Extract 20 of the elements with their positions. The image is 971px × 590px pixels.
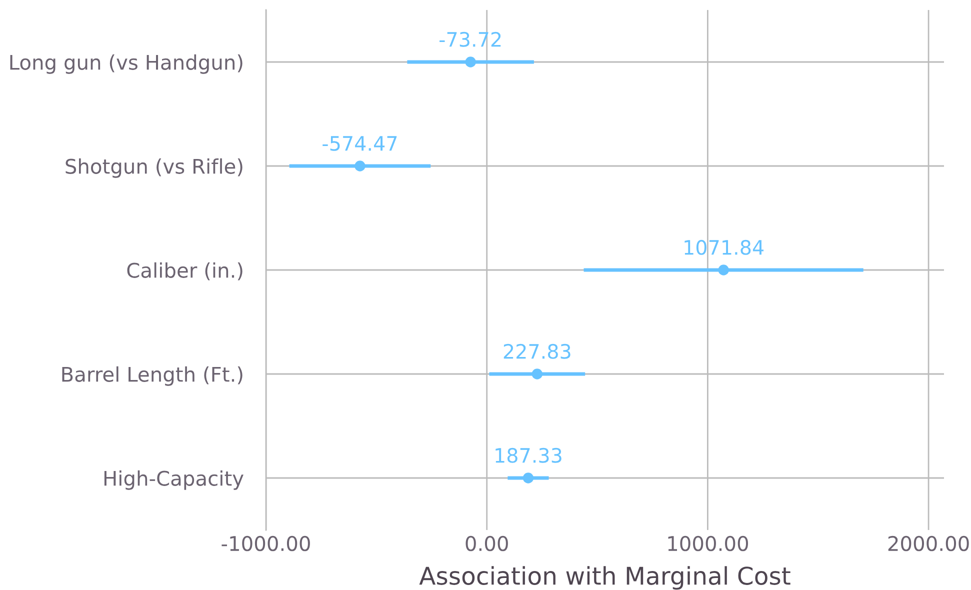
y-tick-label: Barrel Length (Ft.) (62, 366, 242, 386)
point (354, 160, 366, 172)
x-tick-label: 2000.00 (888, 536, 969, 552)
data-label: 1071.84 (684, 240, 764, 255)
x-tick-label: -1000.00 (222, 536, 310, 552)
data-label: -574.47 (322, 136, 397, 151)
data-label: 187.33 (496, 448, 562, 463)
y-tick-label: Shotgun (vs Rifle) (66, 158, 242, 178)
data-label: -73.72 (440, 32, 501, 47)
point (718, 264, 729, 276)
x-axis-title: Association with Marginal Cost (419, 566, 790, 590)
x-tick-label: 1000.00 (668, 536, 748, 552)
y-tick-label: High-Capacity (104, 470, 244, 490)
y-tick-label: Long gun (vs Handgun) (10, 54, 242, 74)
x-tick-label: 0.00 (466, 536, 508, 552)
data-label: 227.83 (504, 344, 570, 359)
point (522, 472, 534, 484)
point (532, 368, 543, 380)
point (465, 56, 476, 68)
y-tick-label: Caliber (in.) (127, 262, 242, 280)
